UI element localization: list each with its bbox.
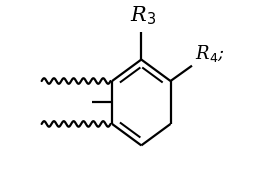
Text: R$_3$: R$_3$ bbox=[129, 5, 155, 27]
Text: R$_4$;: R$_4$; bbox=[194, 43, 224, 64]
